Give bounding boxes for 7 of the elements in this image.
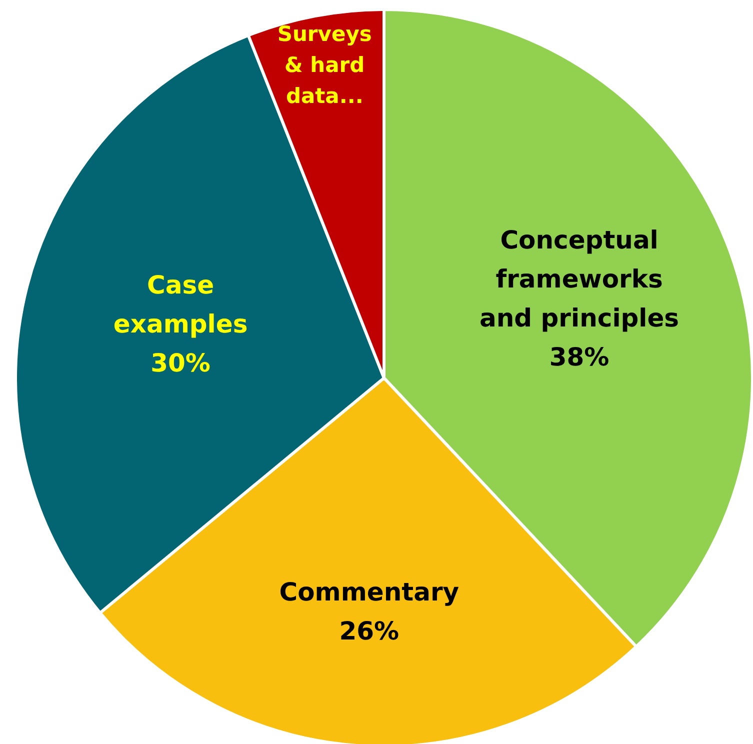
data-label: 30% [150, 348, 210, 378]
slice-label: Conceptual frameworks and principles [480, 226, 680, 333]
slice-label: Surveys & hard data... [277, 22, 372, 108]
data-label: 26% [339, 616, 400, 646]
slice-label: Commentary [279, 577, 460, 606]
data-label: 38% [549, 342, 610, 372]
slice-label: Case examples [113, 270, 248, 338]
